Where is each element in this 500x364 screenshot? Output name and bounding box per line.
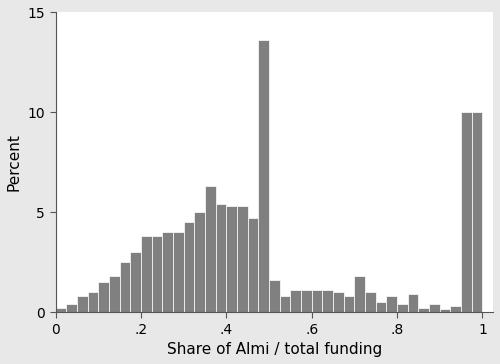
Bar	[408, 294, 418, 312]
Bar	[301, 290, 312, 312]
Y-axis label: Percent: Percent	[7, 133, 22, 191]
Bar	[280, 296, 290, 312]
Bar	[344, 296, 354, 312]
Bar	[66, 304, 77, 312]
Bar	[472, 112, 482, 312]
Bar	[226, 206, 237, 312]
Bar	[194, 212, 205, 312]
Bar	[290, 290, 301, 312]
Bar	[98, 282, 109, 312]
Bar	[216, 204, 226, 312]
Bar	[397, 304, 407, 312]
Bar	[152, 236, 162, 312]
Bar	[461, 112, 471, 312]
Bar	[109, 276, 120, 312]
Bar	[130, 252, 141, 312]
Bar	[141, 236, 152, 312]
Bar	[418, 308, 429, 312]
X-axis label: Share of Almi / total funding: Share of Almi / total funding	[166, 342, 382, 357]
Bar	[365, 292, 376, 312]
Bar	[450, 306, 461, 312]
Bar	[333, 292, 344, 312]
Bar	[429, 304, 440, 312]
Bar	[248, 218, 258, 312]
Bar	[237, 206, 248, 312]
Bar	[184, 222, 194, 312]
Bar	[376, 302, 386, 312]
Bar	[354, 276, 365, 312]
Bar	[440, 309, 450, 312]
Bar	[120, 262, 130, 312]
Bar	[312, 290, 322, 312]
Bar	[258, 40, 269, 312]
Bar	[472, 309, 482, 312]
Bar	[386, 296, 397, 312]
Bar	[173, 232, 184, 312]
Bar	[205, 186, 216, 312]
Bar	[162, 232, 173, 312]
Bar	[269, 280, 280, 312]
Bar	[88, 292, 98, 312]
Bar	[56, 308, 66, 312]
Bar	[77, 296, 88, 312]
Bar	[322, 290, 333, 312]
